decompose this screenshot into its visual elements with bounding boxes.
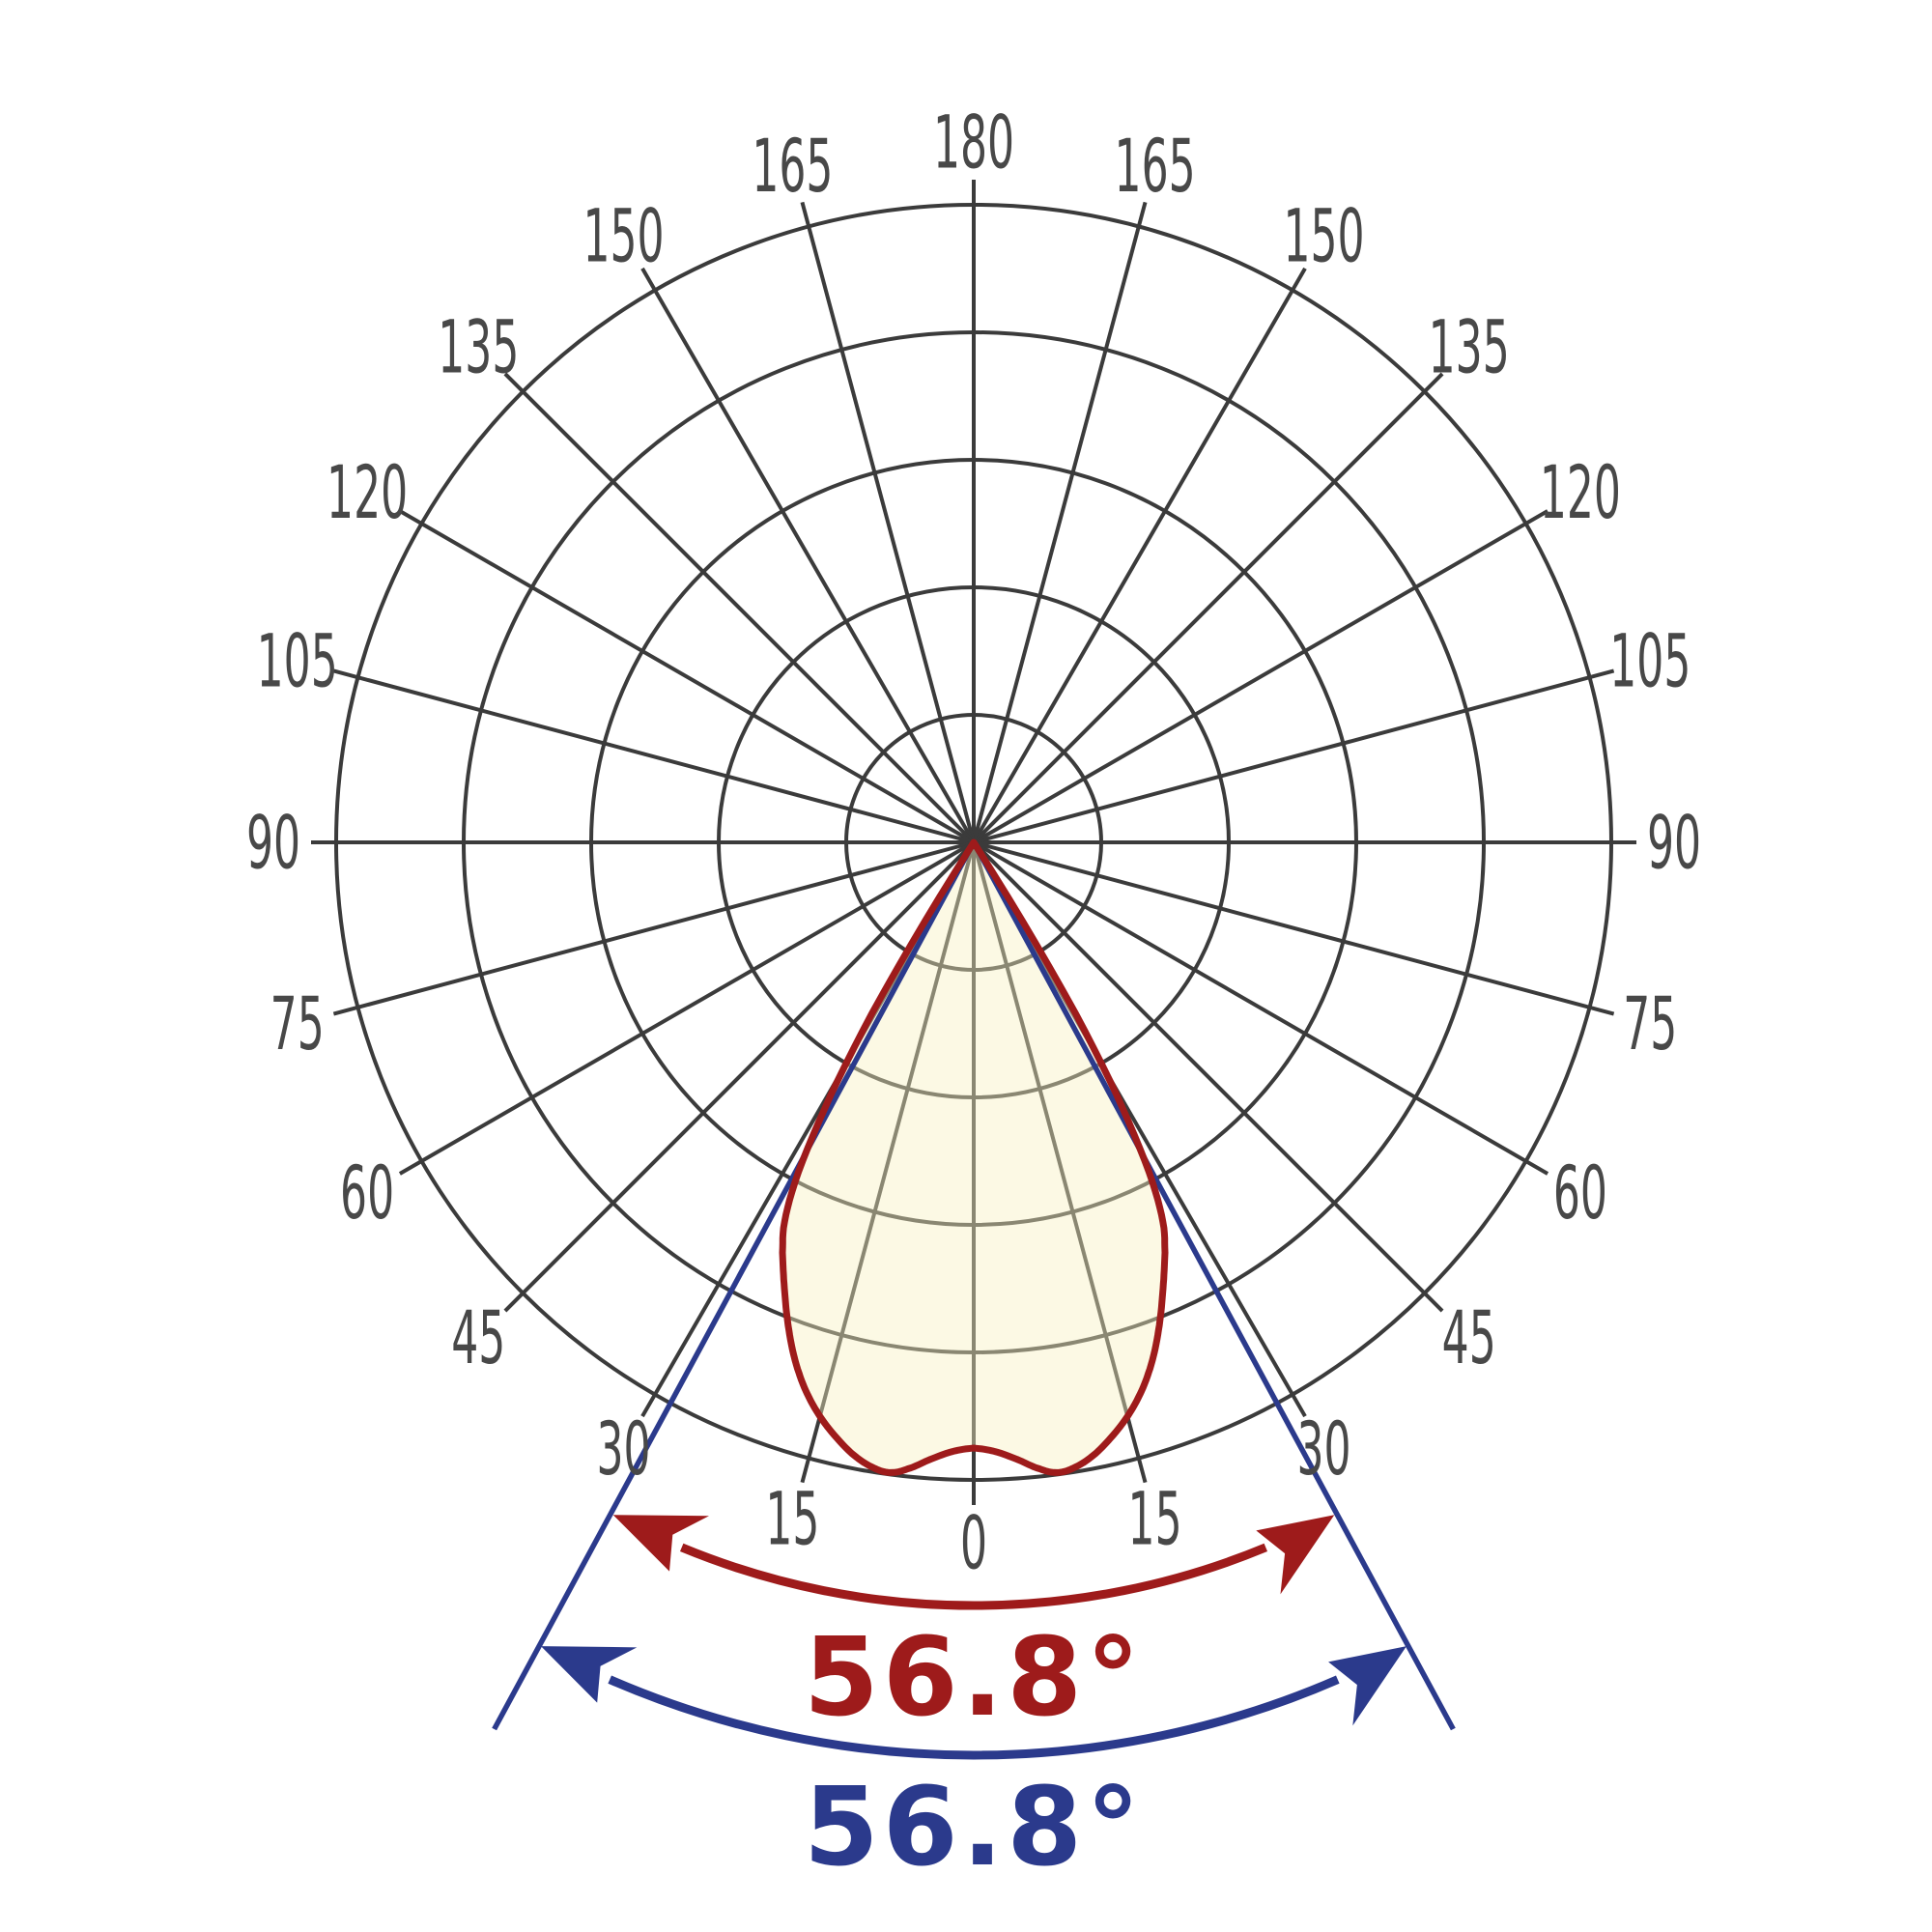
grid-ray bbox=[332, 668, 975, 844]
svg-text:75: 75 bbox=[270, 980, 325, 1066]
svg-text:75: 75 bbox=[1623, 980, 1677, 1066]
angle-label: 15 bbox=[1128, 1476, 1182, 1562]
svg-text:150: 150 bbox=[1283, 192, 1364, 278]
angle-label: 60 bbox=[1553, 1150, 1607, 1236]
angle-label: 165 bbox=[1115, 123, 1196, 209]
svg-text:30: 30 bbox=[596, 1406, 650, 1492]
svg-text:45: 45 bbox=[451, 1294, 505, 1380]
beam-angle-arc-red bbox=[612, 1515, 1335, 1610]
svg-text:60: 60 bbox=[340, 1150, 394, 1236]
grid-ray bbox=[972, 201, 1148, 843]
svg-text:30: 30 bbox=[1296, 1406, 1350, 1492]
svg-text:90: 90 bbox=[246, 799, 300, 885]
angle-label: 30 bbox=[1296, 1406, 1350, 1492]
svg-text:90: 90 bbox=[1647, 799, 1701, 885]
angle-label: 15 bbox=[765, 1476, 819, 1562]
grid-ray bbox=[398, 840, 976, 1176]
arrowhead-icon bbox=[612, 1515, 709, 1572]
grid-ray bbox=[398, 509, 976, 844]
svg-text:45: 45 bbox=[1442, 1294, 1496, 1380]
beam-angle-line bbox=[971, 840, 1456, 1731]
svg-text:105: 105 bbox=[1609, 618, 1690, 704]
svg-text:150: 150 bbox=[582, 192, 664, 278]
angle-label: 90 bbox=[246, 799, 300, 885]
angle-label: 120 bbox=[327, 449, 408, 535]
svg-text:180: 180 bbox=[933, 99, 1014, 185]
beam-lobe-area bbox=[782, 842, 1165, 1473]
angle-label: 75 bbox=[270, 980, 325, 1066]
grid-ray bbox=[973, 840, 1615, 1016]
angle-label: 105 bbox=[1609, 618, 1690, 704]
grid-ray bbox=[972, 267, 1307, 844]
grid-ray bbox=[800, 201, 976, 843]
measure-arc bbox=[608, 1675, 1340, 1760]
grid-ray bbox=[800, 841, 976, 1484]
grid-ray bbox=[972, 840, 1549, 1176]
beam-angle-value-blue: 56.8° bbox=[804, 1765, 1144, 1890]
angle-label: 90 bbox=[1647, 799, 1701, 885]
measure-arc bbox=[679, 1543, 1268, 1610]
beam-lobe-fill bbox=[782, 842, 1165, 1473]
angle-label: 30 bbox=[596, 1406, 650, 1492]
svg-text:135: 135 bbox=[438, 304, 519, 390]
svg-text:120: 120 bbox=[1540, 449, 1621, 535]
grid-ray bbox=[503, 372, 976, 844]
svg-text:135: 135 bbox=[1429, 304, 1510, 390]
beam-angle-value-red: 56.8° bbox=[804, 1615, 1144, 1741]
angle-label: 0 bbox=[960, 1499, 987, 1585]
svg-text:15: 15 bbox=[765, 1476, 819, 1562]
grid-ray bbox=[503, 840, 976, 1313]
angle-label: 150 bbox=[1283, 192, 1364, 278]
angle-label: 45 bbox=[451, 1294, 505, 1380]
grid-ray bbox=[640, 267, 976, 844]
arrowhead-icon bbox=[1328, 1646, 1406, 1726]
angle-label: 165 bbox=[752, 123, 833, 209]
svg-text:15: 15 bbox=[1128, 1476, 1182, 1562]
svg-text:120: 120 bbox=[327, 449, 408, 535]
grid-ray bbox=[972, 841, 1148, 1484]
arrowhead-icon bbox=[541, 1646, 638, 1703]
grid-ray bbox=[973, 668, 1615, 844]
angle-label: 135 bbox=[438, 304, 519, 390]
angle-label: 60 bbox=[340, 1150, 394, 1236]
beam-angle-arc-blue bbox=[541, 1646, 1406, 1760]
grid-ray bbox=[972, 509, 1549, 844]
angle-label: 45 bbox=[1442, 1294, 1496, 1380]
angle-label: 135 bbox=[1429, 304, 1510, 390]
beam-angle-lines bbox=[492, 840, 1456, 1731]
beam-lobe-outline bbox=[779, 838, 1169, 1476]
svg-text:60: 60 bbox=[1553, 1150, 1607, 1236]
svg-text:105: 105 bbox=[257, 618, 338, 704]
angle-label: 75 bbox=[1623, 980, 1677, 1066]
grid-ray bbox=[332, 840, 975, 1016]
angle-label: 120 bbox=[1540, 449, 1621, 535]
angle-label: 150 bbox=[582, 192, 664, 278]
svg-text:0: 0 bbox=[960, 1499, 987, 1585]
beam-angle-line bbox=[492, 840, 977, 1731]
svg-text:165: 165 bbox=[1115, 123, 1196, 209]
grid-ray bbox=[972, 840, 1444, 1313]
svg-text:165: 165 bbox=[752, 123, 833, 209]
beam-lobe-curve bbox=[779, 838, 1169, 1476]
grid-ray bbox=[972, 372, 1444, 844]
angle-label: 180 bbox=[933, 99, 1014, 185]
angle-label: 105 bbox=[257, 618, 338, 704]
arrowhead-icon bbox=[1256, 1515, 1335, 1595]
